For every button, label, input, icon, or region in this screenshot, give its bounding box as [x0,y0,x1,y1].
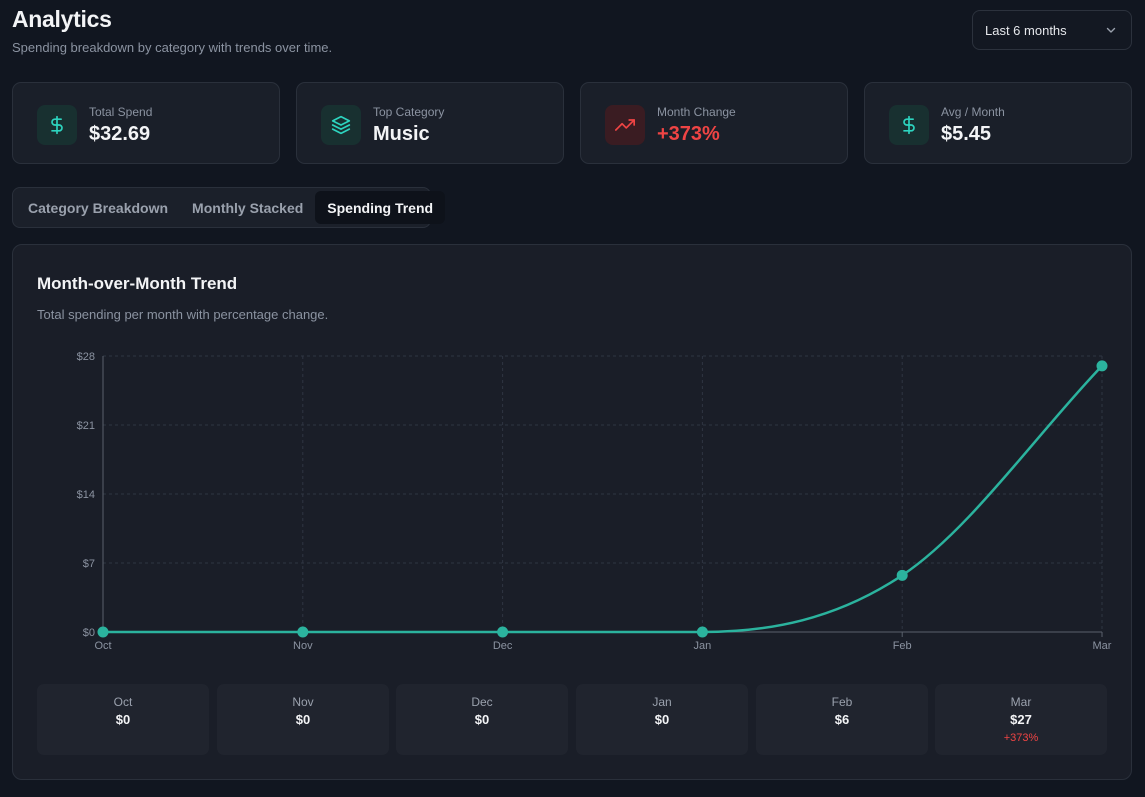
stat-card-avg-month: Avg / Month $5.45 [864,82,1132,164]
month-tile: Feb $6 [756,684,928,755]
x-tick-label: Mar [1093,640,1112,652]
tile-value: $0 [115,712,131,727]
page-subtitle: Spending breakdown by category with tren… [12,40,333,55]
chevron-down-icon [1106,27,1116,33]
tile-month: Jan [652,695,672,709]
y-tick-label: $21 [77,420,95,432]
stat-card-total-spend: Total Spend $32.69 [12,82,280,164]
stat-value: Music [373,123,430,145]
data-point [497,626,509,638]
y-tick-label: $28 [77,351,95,363]
tile-month: Feb [831,695,853,709]
month-tile: Jan $0 [576,684,748,755]
stat-icon-wrap [321,105,361,145]
stat-label: Total Spend [89,105,153,119]
stat-value: $5.45 [941,123,992,145]
chart-description: Total spending per month with percentage… [37,307,329,322]
data-point [297,626,309,638]
tile-month: Nov [292,695,314,709]
series-line [102,364,1103,634]
tile-month: Oct [113,695,133,709]
stat-label: Avg / Month [941,105,1005,119]
tile-value: $6 [834,712,850,727]
dollar-icon [51,115,63,135]
y-tick-label: $7 [83,558,95,570]
y-tick-label: $14 [77,489,95,501]
tile-value: $0 [654,712,670,727]
x-tick-label: Jan [694,640,712,652]
x-tick-label: Oct [94,640,111,652]
tab-monthly-stacked[interactable]: Monthly Stacked [192,199,304,216]
data-point [1096,360,1108,372]
tile-month: Mar [1010,695,1032,709]
stat-value: +373% [657,123,720,145]
y-tick-label: $0 [83,627,95,639]
stat-label: Month Change [657,105,736,119]
tab-spending-trend[interactable]: Spending Trend [315,191,446,224]
x-tick-label: Dec [493,640,513,652]
tab-category-breakdown[interactable]: Category Breakdown [28,199,169,216]
stat-card-top-category: Top Category Music [296,82,564,164]
chart-title: Month-over-Month Trend [37,274,238,293]
dollar-icon [903,115,915,135]
stat-icon-wrap [889,105,929,145]
date-range-value: Last 6 months [985,22,1067,38]
stat-label: Top Category [373,105,445,119]
month-tile: Nov $0 [217,684,389,755]
tile-value: $27 [1010,712,1032,727]
stat-card-month-change: Month Change +373% [580,82,848,164]
trend-line-chart: $0 $7 $14 $21 $28 Oct Nov Dec Jan Feb Mar [77,351,1112,652]
month-tile: Mar $27 +373% [935,684,1107,755]
tile-value: $0 [295,712,311,727]
page-title: Analytics [12,6,112,32]
x-tick-label: Feb [893,640,912,652]
stat-value: $32.69 [89,123,151,145]
data-point [696,626,708,638]
data-point [97,626,109,638]
tile-change: +373% [1003,732,1039,744]
stat-icon-wrap [605,105,645,145]
trend-chart-card: Month-over-Month Trend Total spending pe… [12,244,1132,780]
stat-icon-wrap [37,105,77,145]
month-tile: Dec $0 [396,684,568,755]
x-tick-label: Nov [293,640,313,652]
view-tabs: Category Breakdown Monthly Stacked Spend… [12,187,446,228]
date-range-select[interactable]: Last 6 months [972,10,1132,50]
layers-icon [331,115,351,135]
tile-month: Dec [471,695,493,709]
month-tile: Oct $0 [37,684,209,755]
trending-up-icon [615,119,635,131]
data-point [896,569,908,581]
tile-value: $0 [474,712,490,727]
